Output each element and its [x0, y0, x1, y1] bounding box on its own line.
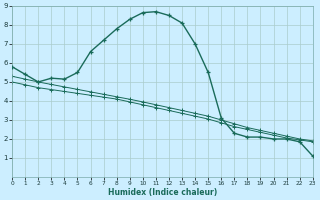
X-axis label: Humidex (Indice chaleur): Humidex (Indice chaleur) — [108, 188, 217, 197]
